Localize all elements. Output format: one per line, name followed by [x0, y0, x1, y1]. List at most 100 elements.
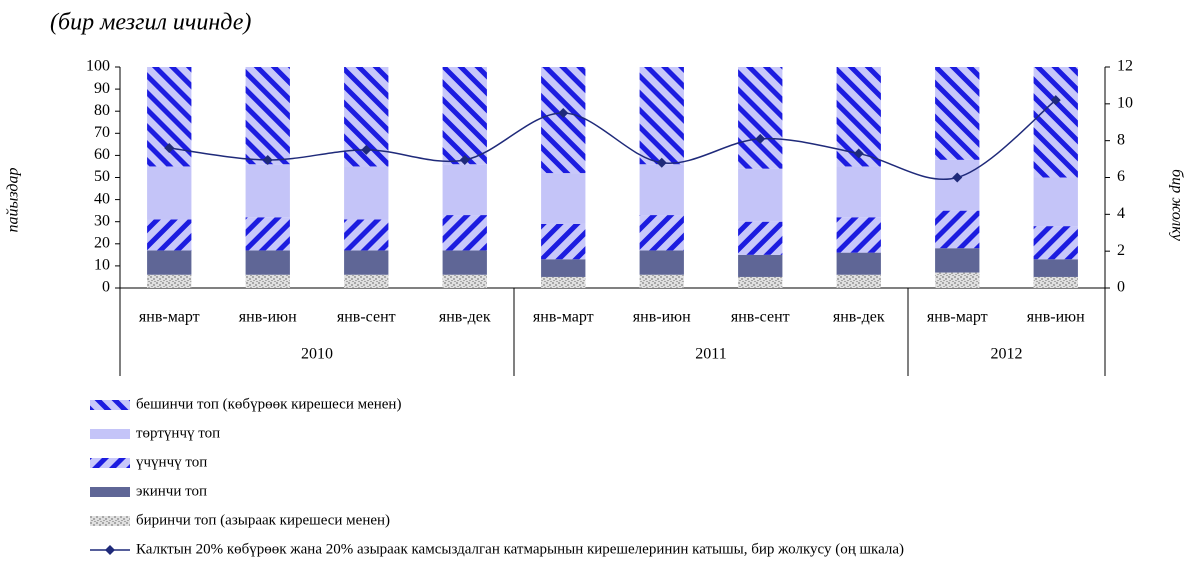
- bar-segment: [935, 67, 980, 160]
- bar-segment: [147, 219, 192, 251]
- y2-tick-label: 4: [1117, 205, 1125, 222]
- legend-label: үчүнчү топ: [136, 454, 207, 470]
- group-label: 2011: [695, 346, 726, 363]
- y2-axis-label: бир жолку: [1168, 169, 1185, 242]
- line-marker: [262, 155, 273, 166]
- bar-segment: [245, 67, 290, 165]
- line-marker: [361, 144, 372, 155]
- line-marker: [656, 157, 667, 168]
- bar-segment: [836, 252, 881, 275]
- bar-segment: [344, 166, 389, 220]
- legend-label: бешинчи топ (көбүрөөк кирешеси менен): [136, 396, 401, 412]
- y-tick-label: 100: [86, 58, 110, 75]
- bar-segment: [344, 250, 389, 275]
- y-tick-label: 40: [94, 190, 110, 207]
- line-series: [169, 99, 1057, 180]
- bar-segment: [639, 274, 684, 288]
- legend-swatch: [90, 400, 130, 410]
- legend-swatch: [90, 458, 130, 468]
- x-tick-label: янв-июн: [1027, 309, 1085, 326]
- group-label: 2012: [991, 346, 1023, 363]
- bar-segment: [836, 217, 881, 253]
- bar-segment: [1033, 67, 1078, 178]
- bar-segment: [147, 274, 192, 288]
- bar-segment: [541, 223, 586, 260]
- bar-segment: [541, 259, 586, 277]
- legend-swatch: [90, 487, 130, 497]
- bar-segment: [738, 221, 783, 255]
- legend-label: биринчи топ (азыраак кирешеси менен): [136, 512, 390, 528]
- y2-tick-label: 2: [1117, 242, 1125, 259]
- y2-tick-label: 0: [1117, 279, 1125, 296]
- bar-segment: [147, 166, 192, 220]
- bar-segment: [935, 272, 980, 288]
- legend-swatch: [90, 429, 130, 439]
- bar-segment: [738, 276, 783, 288]
- line-marker: [755, 133, 766, 144]
- x-tick-label: янв-июн: [239, 309, 297, 326]
- y-tick-label: 50: [94, 168, 110, 185]
- bar-segment: [442, 250, 487, 275]
- y-tick-label: 20: [94, 234, 110, 251]
- bar-segment: [442, 164, 487, 216]
- y-axis-label: пайыздар: [5, 168, 22, 233]
- x-tick-label: янв-март: [533, 309, 594, 326]
- bar-segment: [1033, 177, 1078, 227]
- y-tick-label: 0: [102, 279, 110, 296]
- chart-title: (бир мезгил ичинде): [50, 10, 251, 36]
- bar-segment: [935, 159, 980, 211]
- legend-label: Калктын 20% көбүрөөк жана 20% азыраак ка…: [136, 541, 904, 557]
- bar-segment: [147, 250, 192, 275]
- bar-segment: [541, 173, 586, 224]
- bar-segment: [245, 164, 290, 218]
- bar-segment: [245, 274, 290, 288]
- y2-tick-label: 10: [1117, 95, 1133, 112]
- y-tick-label: 90: [94, 80, 110, 97]
- y2-tick-label: 12: [1117, 58, 1133, 75]
- x-tick-label: янв-сент: [337, 309, 396, 326]
- x-tick-label: янв-сент: [731, 309, 790, 326]
- line-marker: [853, 148, 864, 159]
- bar-segment: [344, 219, 389, 251]
- legend-marker: [105, 545, 115, 555]
- bar-segment: [639, 250, 684, 275]
- bar-segment: [639, 164, 684, 216]
- bar-segment: [245, 250, 290, 275]
- bar-segment: [541, 276, 586, 288]
- bar-segment: [738, 67, 783, 169]
- bar-segment: [1033, 259, 1078, 277]
- y-tick-label: 80: [94, 102, 110, 119]
- y-tick-label: 60: [94, 146, 110, 163]
- x-tick-label: янв-март: [927, 309, 988, 326]
- line-marker: [1050, 95, 1061, 106]
- y-tick-label: 30: [94, 212, 110, 229]
- bar-segment: [738, 254, 783, 277]
- bar-segment: [639, 67, 684, 165]
- x-tick-label: янв-июн: [633, 309, 691, 326]
- bar-segment: [836, 274, 881, 288]
- y-tick-label: 10: [94, 257, 110, 274]
- bar-segment: [1033, 226, 1078, 260]
- group-label: 2010: [301, 346, 333, 363]
- bar-segment: [442, 274, 487, 288]
- y2-tick-label: 8: [1117, 131, 1125, 148]
- y2-tick-label: 6: [1117, 168, 1125, 185]
- bar-segment: [738, 168, 783, 222]
- bar-segment: [245, 217, 290, 251]
- bar-segment: [836, 166, 881, 218]
- legend-label: төртүнчү топ: [136, 425, 220, 441]
- x-tick-label: янв-март: [139, 309, 200, 326]
- bar-segment: [639, 215, 684, 251]
- line-marker: [459, 155, 470, 166]
- x-tick-label: янв-дек: [439, 309, 491, 326]
- bar-segment: [442, 67, 487, 165]
- bar-segment: [935, 210, 980, 249]
- bar-segment: [541, 67, 586, 174]
- legend-label: экинчи топ: [136, 483, 207, 499]
- line-marker: [952, 172, 963, 183]
- x-tick-label: янв-дек: [833, 309, 885, 326]
- legend-swatch: [90, 516, 130, 526]
- bar-segment: [344, 274, 389, 288]
